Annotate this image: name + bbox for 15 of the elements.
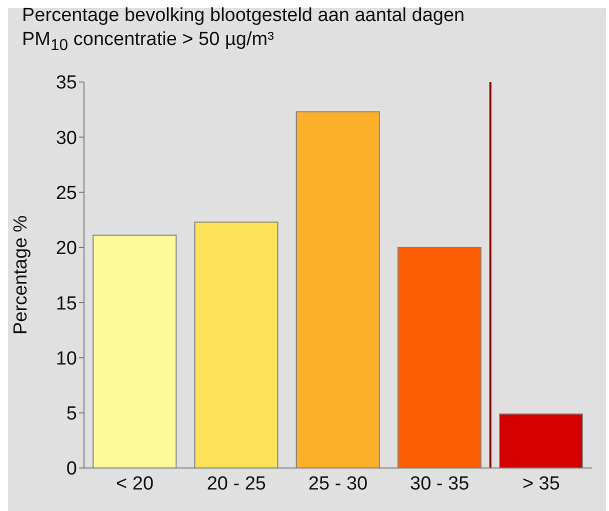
y-tick-label: 20 [56,238,77,260]
y-tick-label: 0 [66,458,77,480]
y-tick-label: 10 [56,348,77,370]
y-tick-label: 15 [56,293,77,314]
y-tick-label: 35 [56,72,77,94]
y-tick-label: 5 [66,404,77,425]
chart-title: Percentage bevolking blootgesteld aan aantal dagen PM$_{10}$ concentratie > 50 µg/m³ [22,4,466,56]
y-axis-title: Percentage % [10,215,32,335]
x-tick-label: > 35 [522,473,560,494]
x-tick-label: 20 - 25 [206,473,266,494]
y-tick-label: 25 [56,183,77,204]
y-tick-label: 30 [56,128,77,149]
x-tick-label: 25 - 30 [308,473,368,494]
x-tick-label: < 20 [116,473,154,494]
x-tick-label: 30 - 35 [410,473,470,494]
